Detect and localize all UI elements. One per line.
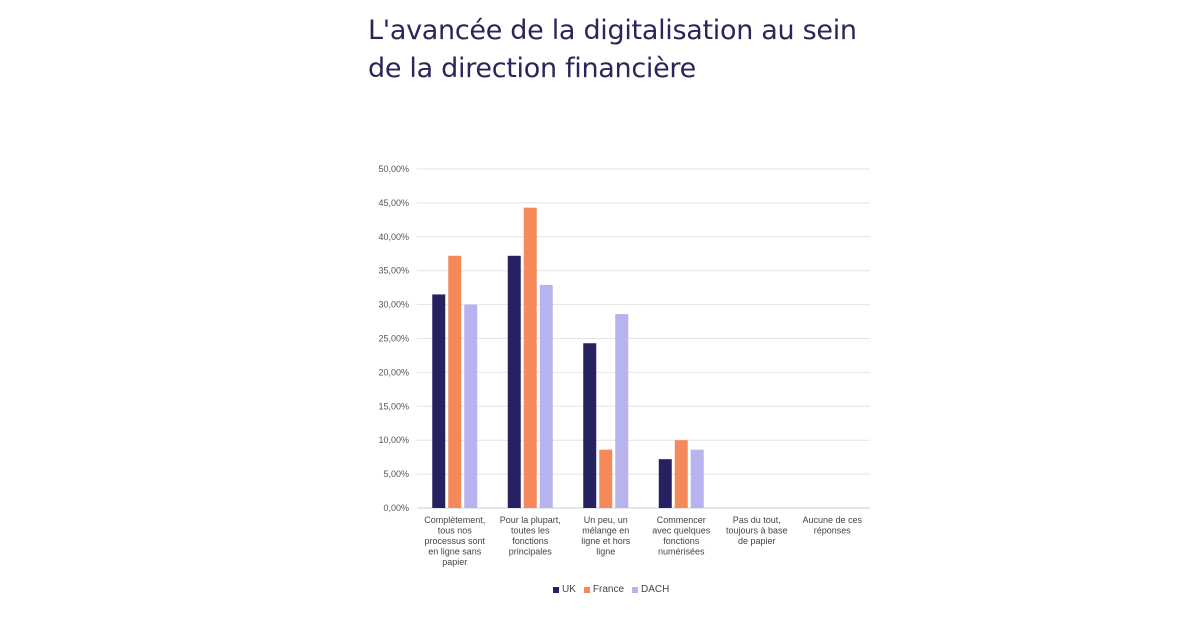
- y-tick-label: 5,00%: [383, 469, 409, 479]
- y-tick-label: 45,00%: [378, 198, 409, 208]
- bar-dach-2: [615, 314, 629, 508]
- legend-swatch-uk: [553, 586, 559, 593]
- x-category-label: Pour la plupart, toutes les fonctions princ…: [500, 515, 561, 557]
- chart-legend: UK France DACH: [553, 584, 669, 595]
- bar-france-2: [599, 449, 613, 508]
- bar-dach-3: [690, 449, 704, 508]
- y-tick-label: 15,00%: [378, 401, 409, 411]
- legend-item-dach: DACH: [632, 584, 669, 595]
- bar-france-3: [674, 440, 688, 508]
- y-tick-label: 35,00%: [378, 266, 409, 276]
- legend-label-uk: UK: [562, 584, 576, 595]
- legend-item-france: France: [583, 584, 625, 595]
- x-category-label: Commencer avec quelques fonctions numérisée…: [652, 515, 711, 557]
- y-tick-label: 25,00%: [378, 334, 409, 344]
- chart-title-line-1: L'avancée de la digitalisation au sein: [368, 15, 857, 46]
- y-tick-label: 50,00%: [378, 164, 409, 174]
- y-tick-label: 0,00%: [383, 503, 409, 513]
- y-tick-label: 20,00%: [378, 367, 409, 377]
- x-category-label: Aucune de ces réponses: [802, 515, 862, 536]
- bar-dach-0: [464, 304, 478, 508]
- legend-label-france: France: [592, 584, 625, 595]
- x-category-label: Un peu, un mélange en ligne et hors ligne: [581, 515, 631, 557]
- bar-uk-3: [658, 459, 672, 508]
- legend-label-dach: DACH: [641, 584, 670, 595]
- y-tick-label: 10,00%: [378, 435, 409, 445]
- y-tick-label: 40,00%: [378, 232, 409, 242]
- y-tick-label: 30,00%: [378, 300, 409, 310]
- bar-uk-1: [507, 255, 521, 508]
- bar-uk-2: [583, 343, 597, 508]
- bar-uk-0: [432, 294, 446, 508]
- bar-dach-1: [539, 284, 553, 508]
- x-category-label: Complètement, tous nos processus sont en li…: [424, 515, 485, 567]
- x-category-label: Pas du tout, toujours à base de papier: [726, 515, 788, 546]
- legend-swatch-dach: [632, 586, 639, 593]
- chart-title: L'avancée de la digitalisation au sein d…: [368, 12, 888, 88]
- bar-france-1: [523, 207, 537, 508]
- chart-title-line-2: de la direction financière: [368, 53, 696, 84]
- legend-swatch-france: [583, 586, 590, 593]
- legend-item-uk: UK: [553, 584, 576, 595]
- bar-france-0: [448, 255, 462, 508]
